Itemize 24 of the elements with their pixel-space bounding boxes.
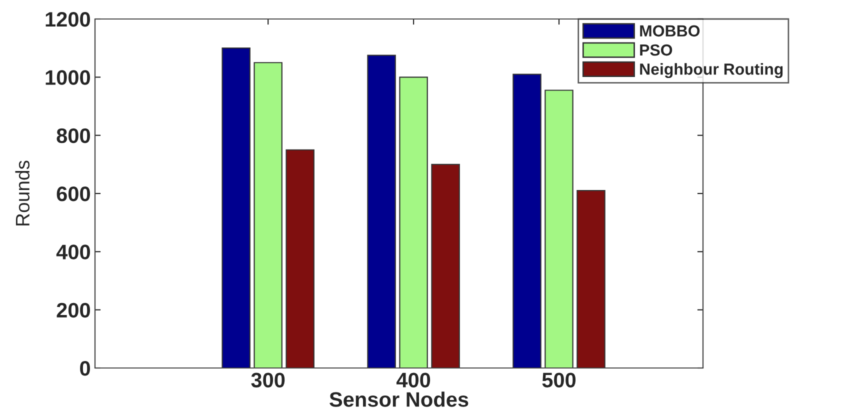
- x-tick-label: 300: [251, 372, 285, 388]
- x-tick-label: 400: [396, 372, 430, 388]
- bar: [254, 62, 282, 368]
- y-tick-label: 400: [56, 244, 90, 260]
- y-tick-label: 1000: [46, 70, 90, 85]
- legend-label: Neighbour Routing: [640, 63, 783, 78]
- bar: [431, 164, 460, 368]
- bar: [367, 54, 396, 368]
- bar: [544, 90, 574, 368]
- bar: [222, 48, 250, 368]
- legend-label: PSO: [640, 44, 672, 56]
- y-tick-label: 200: [56, 302, 90, 318]
- y-tick-label: 1200: [46, 12, 90, 27]
- y-tick-label: 600: [56, 186, 90, 202]
- x-axis-title: Sensor Nodes: [330, 392, 468, 407]
- y-tick-label: 0: [80, 361, 90, 376]
- y-tick-label: 800: [56, 128, 90, 144]
- bar: [512, 74, 542, 368]
- bar: [576, 190, 606, 368]
- x-tick-label: 500: [542, 372, 576, 388]
- y-axis-title: Rounds: [15, 160, 30, 226]
- bar: [286, 149, 314, 368]
- bar: [399, 76, 428, 368]
- legend-label: MOBBO: [640, 25, 700, 37]
